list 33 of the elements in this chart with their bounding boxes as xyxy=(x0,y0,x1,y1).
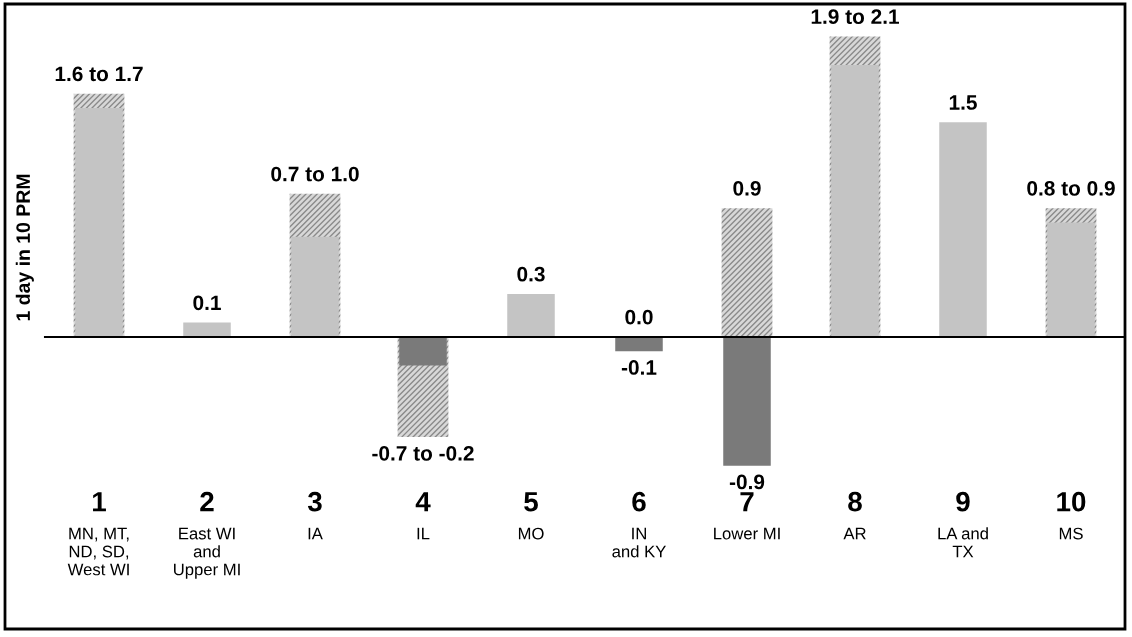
bar xyxy=(291,236,339,337)
x-tick-label: 2 East WI and Upper MI xyxy=(174,491,240,579)
bar xyxy=(721,208,773,337)
x-tick-label: 7 Lower MI xyxy=(714,492,780,540)
x-tick-label: 4 IL xyxy=(415,492,431,540)
bar xyxy=(1047,222,1095,337)
data-label: 0.8 to 0.9 xyxy=(1027,180,1115,196)
x-tick-label: 1 MN, MT, ND, SD, West WI xyxy=(67,492,129,576)
bar xyxy=(615,336,663,352)
data-label: -0.1 xyxy=(621,360,657,375)
y-axis-title: 1 day in 10 PRM xyxy=(15,174,34,321)
x-tick-label: 8 AR xyxy=(843,491,866,540)
data-label: 0.0 xyxy=(625,309,653,325)
data-label: 1.9 to 2.1 xyxy=(811,9,899,25)
bar xyxy=(939,122,987,337)
x-tick-label: 9 LA and TX xyxy=(938,491,988,558)
data-label: 0.1 xyxy=(193,295,221,311)
x-tick-label: 10 MS xyxy=(1057,491,1086,540)
bar xyxy=(507,294,555,337)
x-tick-label: 6 IN and KY xyxy=(612,491,666,558)
data-label: 1.5 xyxy=(949,95,977,110)
x-tick-label: 3 IA xyxy=(307,491,323,540)
data-label: 1.6 to 1.7 xyxy=(55,66,143,82)
data-label: -0.7 to -0.2 xyxy=(372,445,474,461)
bar xyxy=(723,336,771,466)
data-label: -0.9 xyxy=(729,474,765,490)
data-label: 0.9 xyxy=(733,180,761,196)
bar xyxy=(831,65,879,337)
data-label: 0.7 to 1.0 xyxy=(271,166,359,182)
bar xyxy=(183,322,231,337)
bar xyxy=(399,336,447,366)
data-label: 0.3 xyxy=(517,266,545,282)
x-tick-label: 5 MO xyxy=(518,492,544,540)
